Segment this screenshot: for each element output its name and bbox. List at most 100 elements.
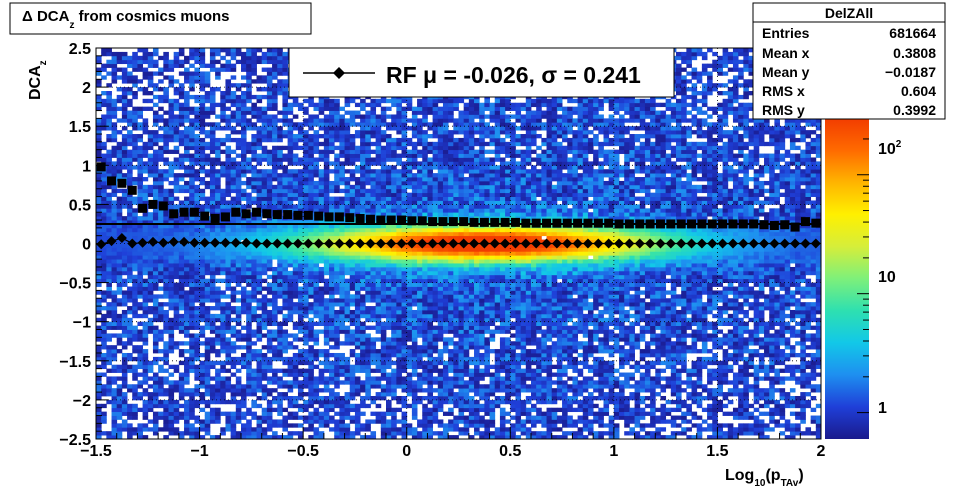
heatmap-cell	[297, 395, 304, 401]
heatmap-cell	[241, 360, 247, 366]
heatmap-cell	[261, 220, 268, 225]
heatmap-cell	[178, 313, 185, 319]
heatmap-cell	[401, 341, 408, 346]
heatmap-cell	[101, 251, 107, 256]
heatmap-cell	[375, 98, 382, 104]
heatmap-cell	[354, 200, 361, 205]
heatmap-cell	[303, 298, 309, 303]
heatmap-cell	[329, 270, 335, 276]
heatmap-cell	[318, 255, 325, 260]
heatmap-cell	[152, 114, 159, 119]
heatmap-cell	[411, 196, 418, 201]
heatmap-cell	[329, 196, 335, 201]
heatmap-cell	[266, 51, 273, 57]
heatmap-cell	[101, 231, 107, 237]
heatmap-cell	[178, 165, 185, 170]
heatmap-cell	[292, 274, 299, 280]
heatmap-cell	[411, 227, 418, 233]
heatmap-cell	[204, 349, 211, 354]
heatmap-cell	[121, 145, 128, 151]
heatmap-cell	[292, 184, 299, 190]
heatmap-cell	[152, 216, 159, 221]
heatmap-cell	[230, 83, 237, 88]
heatmap-cell	[313, 435, 320, 439]
heatmap-cell	[220, 227, 226, 233]
heatmap-cell	[158, 368, 164, 373]
heatmap-cell	[277, 173, 283, 178]
heatmap-cell	[334, 137, 340, 143]
heatmap-cell	[339, 169, 345, 174]
heatmap-cell	[137, 282, 144, 287]
heatmap-cell	[173, 63, 180, 68]
heatmap-cell	[287, 411, 294, 416]
heatmap-cell	[282, 317, 289, 323]
heatmap-cell	[168, 298, 175, 303]
heatmap-cell	[277, 333, 283, 338]
heatmap-cell	[266, 192, 273, 197]
heatmap-cell	[365, 157, 371, 162]
heatmap-cell	[137, 177, 144, 182]
heatmap-cell	[158, 251, 164, 256]
heatmap-cell	[386, 165, 392, 170]
heatmap-cell	[386, 337, 392, 342]
heatmap-cell	[101, 372, 107, 377]
heatmap-cell	[380, 231, 387, 237]
heatmap-cell	[292, 423, 299, 428]
heatmap-cell	[204, 392, 211, 397]
heatmap-cell	[261, 188, 268, 194]
heatmap-cell	[137, 134, 144, 139]
heatmap-cell	[297, 325, 304, 330]
heatmap-cell	[132, 247, 138, 252]
heatmap-cell	[106, 286, 112, 291]
heatmap-cell	[282, 55, 289, 61]
heatmap-cell	[323, 145, 330, 151]
heatmap-cell	[380, 431, 387, 436]
heatmap-cell	[96, 223, 102, 229]
heatmap-cell	[323, 266, 330, 272]
heatmap-cell	[308, 329, 314, 334]
heatmap-cell	[292, 321, 299, 327]
heatmap-cell	[178, 282, 185, 287]
heatmap-cell	[386, 302, 392, 307]
heatmap-cell	[329, 259, 335, 264]
heatmap-cell	[189, 71, 195, 76]
heatmap-cell	[344, 435, 351, 439]
heatmap-cell	[287, 153, 294, 158]
heatmap-cell	[318, 153, 325, 158]
heatmap-cell	[256, 184, 263, 190]
heatmap-cell	[344, 286, 351, 291]
heatmap-cell	[142, 259, 149, 264]
heatmap-cell	[184, 114, 190, 119]
heatmap-cell	[137, 79, 144, 84]
heatmap-cell	[96, 306, 102, 311]
heatmap-cell	[147, 329, 154, 334]
heatmap-cell	[380, 376, 387, 381]
heatmap-cell	[230, 157, 237, 162]
heatmap-cell	[225, 380, 232, 385]
heatmap-cell	[380, 270, 387, 276]
heatmap-cell	[246, 282, 252, 287]
heatmap-cell	[272, 67, 278, 72]
heatmap-cell	[386, 212, 392, 217]
heatmap-cell	[168, 274, 175, 280]
heatmap-cell	[365, 208, 371, 213]
heatmap-cell	[246, 423, 252, 428]
heatmap-cell	[354, 364, 361, 370]
heatmap-cell	[184, 200, 190, 205]
heatmap-cell	[344, 266, 351, 272]
heatmap-cell	[96, 227, 102, 233]
heatmap-cell	[215, 407, 221, 413]
heatmap-cell	[246, 333, 252, 338]
heatmap-cell	[308, 333, 314, 338]
heatmap-cell	[184, 399, 190, 405]
heatmap-cell	[158, 349, 164, 354]
heatmap-cell	[360, 161, 366, 166]
heatmap-cell	[106, 263, 112, 268]
heatmap-cell	[344, 130, 351, 135]
heatmap-cell	[194, 415, 200, 420]
heatmap-cell	[401, 317, 408, 323]
heatmap-cell	[411, 290, 418, 295]
heatmap-cell	[313, 407, 320, 413]
heatmap-cell	[147, 216, 154, 221]
heatmap-cell	[251, 102, 257, 108]
